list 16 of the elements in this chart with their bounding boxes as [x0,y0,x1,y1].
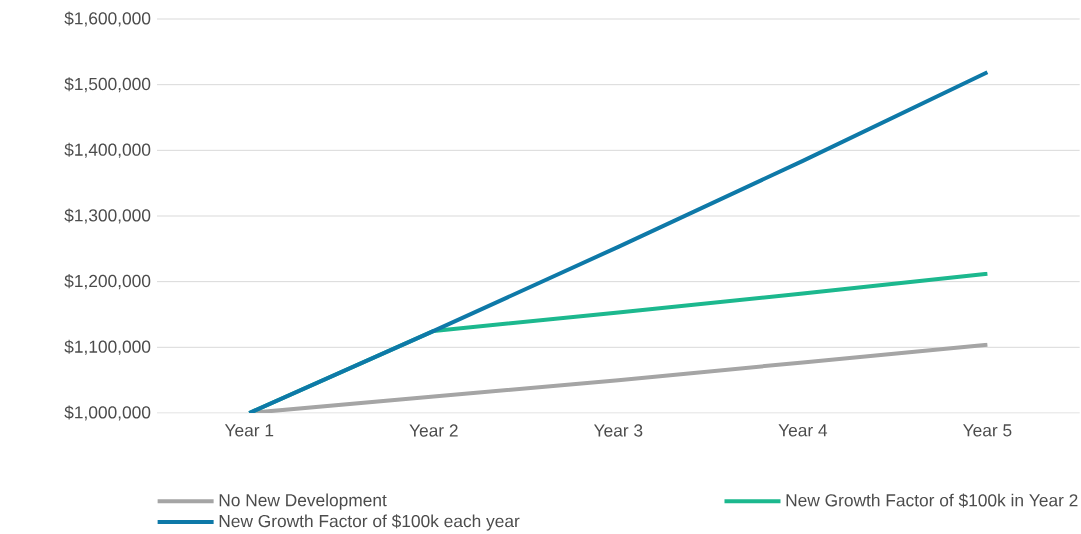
y-tick-label: $1,000,000 [64,405,151,421]
x-tick-label: Year 4 [778,424,828,437]
legend-label: New Growth Factor of $100k in Year 2 [786,493,1078,508]
y-tick-label: $1,500,000 [64,77,151,93]
x-tick-label: Year 5 [963,424,1012,437]
legend-label: New Growth Factor of $100k each year [219,514,520,531]
x-tick-label: Year 3 [593,424,643,437]
x-tick-label: Year 1 [224,424,274,437]
y-tick-label: $1,600,000 [64,11,151,27]
legend-label: No New Development [219,493,387,510]
y-tick-label: $1,300,000 [64,208,151,224]
line-series [247,70,990,413]
y-tick-label: $1,100,000 [64,339,151,355]
x-tick-label: Year 2 [409,424,458,437]
y-tick-label: $1,200,000 [64,274,151,290]
y-tick-label: $1,400,000 [64,142,151,158]
